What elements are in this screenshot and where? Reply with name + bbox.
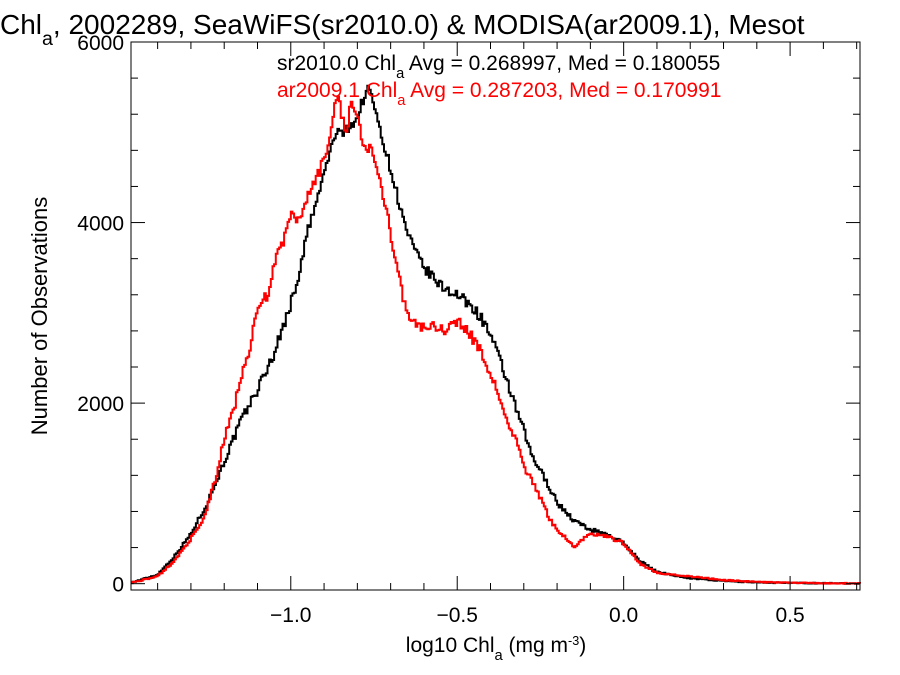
chart-title: Chla, 2002289, SeaWiFS(sr2010.0) & MODIS… bbox=[0, 9, 805, 50]
x-tick-label: 0.0 bbox=[609, 604, 638, 627]
series-layer bbox=[131, 84, 861, 585]
y-tick-label: 0 bbox=[112, 574, 124, 597]
x-tick-labels: −1.0 −0.5 0.0 0.5 bbox=[270, 604, 805, 627]
y-tick-label: 2000 bbox=[77, 393, 124, 416]
y-tick-label: 4000 bbox=[77, 213, 124, 236]
plot-frame bbox=[130, 41, 861, 591]
x-tick-label: 0.5 bbox=[775, 604, 804, 627]
y-tick-label: 6000 bbox=[77, 32, 124, 55]
series-line-1 bbox=[131, 84, 861, 585]
x-tick-label: −0.5 bbox=[436, 604, 477, 627]
y-tick-labels: 0 2000 4000 6000 bbox=[77, 32, 124, 597]
legend-entry-1: sr2010.0 Chla Avg = 0.268997, Med = 0.18… bbox=[277, 52, 720, 82]
x-tick-label: −1.0 bbox=[270, 604, 311, 627]
series-line-2 bbox=[131, 95, 861, 585]
legend-entry-2: ar2009.1 Chla Avg = 0.287203, Med = 0.17… bbox=[277, 79, 721, 109]
x-axis-label: log10 Chla (mg m-3) bbox=[406, 634, 586, 664]
y-axis-label: Number of Observations bbox=[27, 197, 52, 435]
axis-ticks bbox=[131, 41, 860, 590]
legend: sr2010.0 Chla Avg = 0.268997, Med = 0.18… bbox=[277, 52, 721, 109]
